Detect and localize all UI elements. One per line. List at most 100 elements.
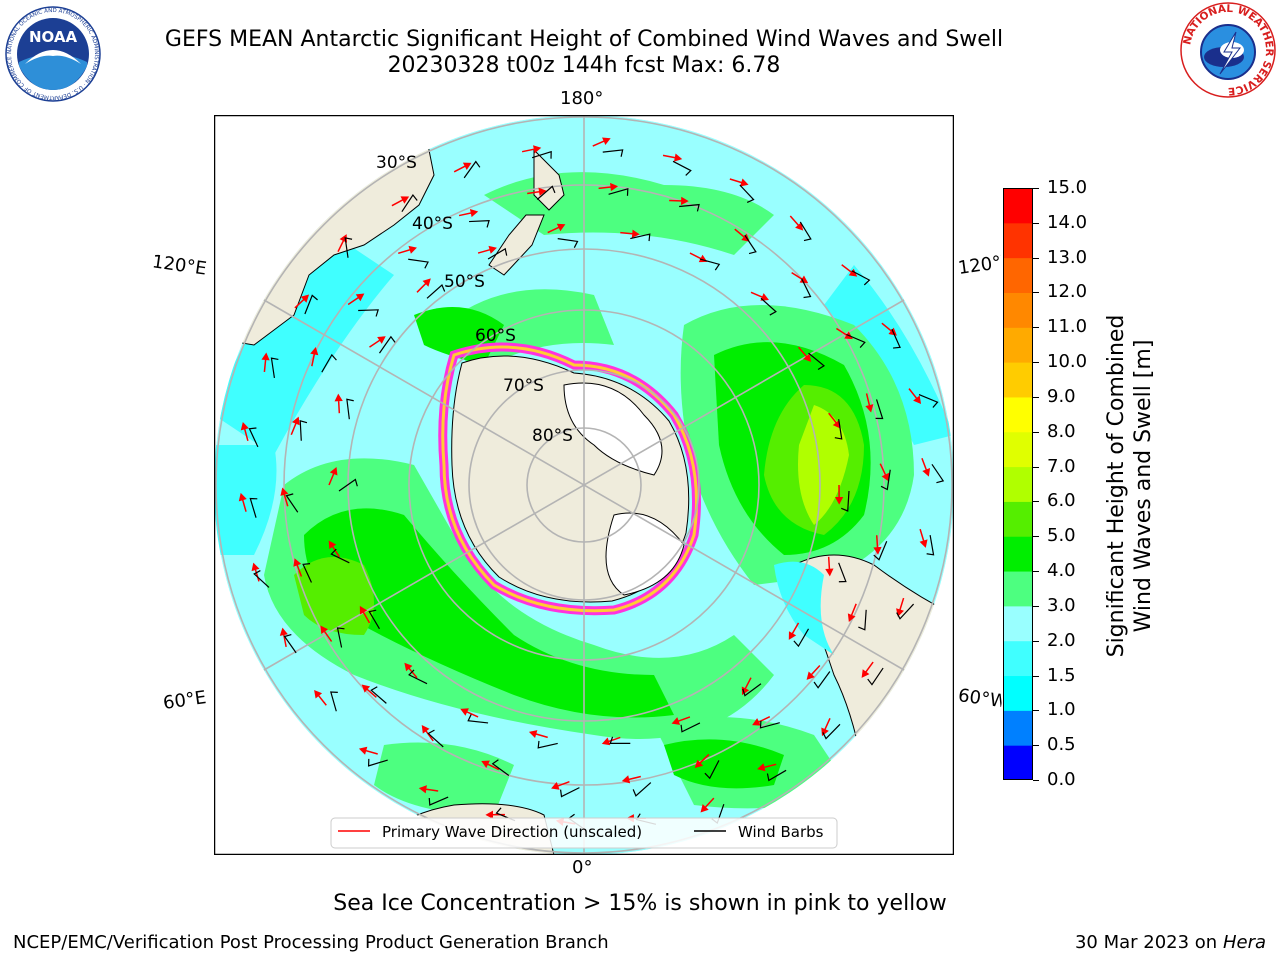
wind-barb <box>559 787 580 798</box>
wind-barb <box>491 759 510 777</box>
wave-direction-arrow <box>404 662 418 679</box>
wave-direction-arrow <box>873 535 882 555</box>
wave-direction-arrow <box>279 627 288 647</box>
lat-label-70s: 70°S <box>503 376 544 396</box>
wave-direction-arrow <box>416 278 431 293</box>
colorbar-tick-mark <box>1033 780 1039 781</box>
colorbar-tick-label: 3.0 <box>1047 594 1076 616</box>
wind-barb <box>699 258 721 271</box>
wind-barb <box>401 193 418 213</box>
wave-direction-arrow <box>671 716 691 725</box>
colorbar-tick-mark <box>1033 362 1039 364</box>
wind-barb <box>531 150 552 159</box>
wind-barb <box>536 185 556 200</box>
colorbar-tick-mark <box>1033 605 1039 607</box>
wind-barb <box>270 357 279 379</box>
colorbar-label-line2: Wind Waves and Swell [m] <box>1131 340 1156 633</box>
wind-barb <box>891 328 901 349</box>
wind-barb <box>838 562 847 583</box>
wave-direction-arrow <box>669 196 689 206</box>
colorbar-tick-mark <box>1033 675 1039 677</box>
lon-label-120w: 120°W <box>956 252 1004 279</box>
wave-direction-arrow <box>620 229 640 238</box>
wave-direction-arrow <box>861 661 874 678</box>
colorbar-segment <box>1003 745 1033 780</box>
wind-barb <box>704 760 720 780</box>
colorbar-tick-label: 6.0 <box>1047 490 1076 512</box>
wave-direction-arrow <box>453 162 472 173</box>
wind-barb <box>358 309 379 317</box>
wave-direction-arrow <box>700 797 715 813</box>
wind-barb <box>744 234 757 255</box>
wave-direction-arrow <box>806 665 821 680</box>
wind-barb <box>679 203 700 212</box>
wave-direction-arrow <box>821 717 831 737</box>
colorbar-tick-mark <box>1033 640 1039 642</box>
colorbar-segment <box>1003 605 1033 642</box>
colorbar-label: Significant Height of Combined Wind Wave… <box>1104 315 1156 658</box>
wave-direction-arrow <box>485 810 505 819</box>
colorbar-tick-label: 10.0 <box>1047 351 1088 373</box>
colorbar-tick-label: 8.0 <box>1047 420 1076 442</box>
wave-direction-arrow <box>320 625 333 642</box>
wind-barb <box>760 297 777 316</box>
wind-barb <box>321 353 337 373</box>
graticule <box>215 115 953 855</box>
wave-direction-arrow <box>477 245 497 254</box>
colorbar-tick-label: 2.0 <box>1047 629 1076 651</box>
wind-barb <box>487 247 508 260</box>
wind-barb <box>875 399 884 420</box>
wind-barb <box>304 294 318 315</box>
wind-barb <box>299 419 308 441</box>
wave-direction-arrow <box>752 716 771 726</box>
wind-barb <box>808 352 826 371</box>
lon-label-60w: 60°W <box>956 685 1004 712</box>
wind-barb <box>283 633 297 654</box>
wind-barb <box>867 667 884 686</box>
wave-direction-arrow <box>741 677 752 696</box>
wave-direction-arrow <box>238 492 247 512</box>
colorbar-segment <box>1003 571 1033 607</box>
lon-label-180: 180° <box>560 88 604 109</box>
wind-barb <box>344 237 353 258</box>
wind-barb <box>557 238 579 248</box>
footer-host: Hera <box>1222 932 1266 953</box>
wind-barb <box>896 603 915 620</box>
wind-barb <box>841 490 850 512</box>
wind-barb <box>846 333 866 348</box>
wind-barb <box>330 691 338 712</box>
colorbar-tick-label: 9.0 <box>1047 385 1076 407</box>
wind-barb <box>368 609 380 630</box>
wind-barb <box>632 782 652 797</box>
colorbar-segment <box>1003 257 1033 293</box>
lat-label-60s: 60°S <box>475 326 516 346</box>
wave-direction-arrow <box>458 208 479 218</box>
wind-barb <box>426 283 446 299</box>
wave-direction-arrow <box>280 487 289 507</box>
wind-barb <box>249 497 258 518</box>
colorbar-tick-label: 1.5 <box>1047 664 1076 686</box>
colorbar-tick-label: 11.0 <box>1047 316 1088 338</box>
wind-barb <box>346 398 354 420</box>
colorbar-tick-label: 0.5 <box>1047 734 1076 756</box>
wave-direction-arrow <box>598 182 619 192</box>
wind-barb <box>739 184 755 203</box>
colorbar-tick-mark <box>1033 710 1039 712</box>
wind-barb <box>248 427 259 448</box>
colorbar-tick-label: 13.0 <box>1047 246 1088 268</box>
wave-direction-arrow <box>734 228 750 242</box>
wave-direction-arrow <box>551 780 570 790</box>
wave-direction-arrow <box>261 352 270 373</box>
wave-direction-arrow <box>310 347 319 367</box>
colorbar-tick-mark <box>1033 327 1039 329</box>
wind-barb <box>793 628 810 648</box>
ross-ice-shelf <box>563 382 663 476</box>
wave-direction-arrow <box>729 178 749 187</box>
wind-barb <box>608 188 629 196</box>
colorbar-segment <box>1003 362 1033 398</box>
wave-direction-arrow <box>834 484 844 505</box>
wind-barb <box>801 278 812 299</box>
wave-direction-arrow <box>547 223 566 234</box>
wave-direction-arrow <box>757 763 777 772</box>
wind-barb <box>537 740 558 749</box>
